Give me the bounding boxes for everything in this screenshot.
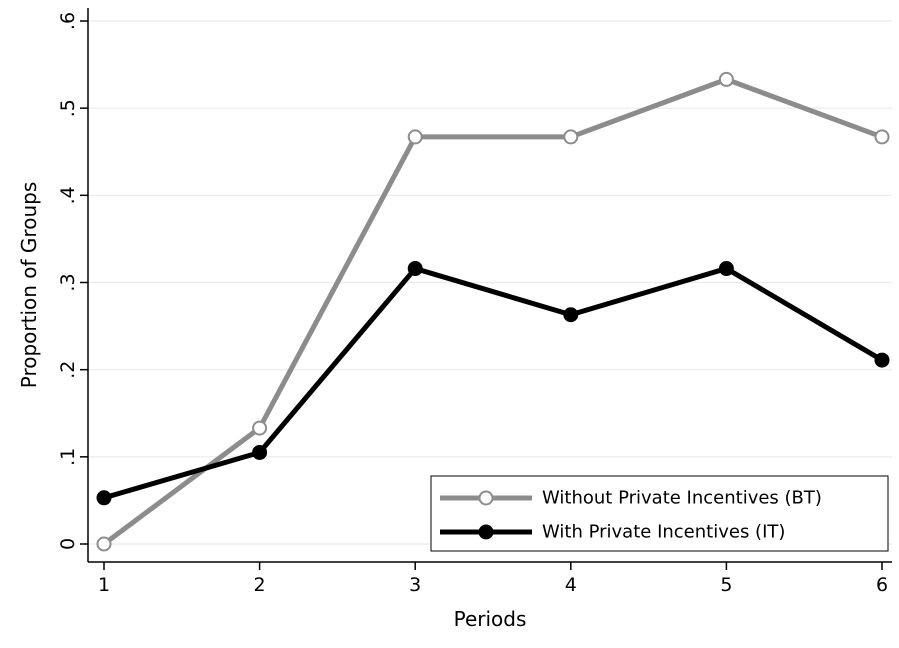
y-tick-label: .4 <box>57 186 79 204</box>
y-tick-label: .3 <box>57 273 79 291</box>
data-point <box>563 307 579 323</box>
legend-label: With Private Incentives (IT) <box>542 522 785 543</box>
y-tick-label: 0 <box>57 538 79 550</box>
y-tick-label: .5 <box>57 99 79 117</box>
data-point <box>252 420 268 436</box>
data-point <box>252 444 268 460</box>
y-tick-label: .1 <box>57 448 79 466</box>
y-tick-label: .6 <box>57 12 79 30</box>
series-1 <box>96 71 890 552</box>
series-line <box>101 266 885 501</box>
x-axis-title: Periods <box>454 607 527 631</box>
x-tick-label: 4 <box>565 574 577 596</box>
legend-box <box>430 475 889 552</box>
axes <box>87 8 892 563</box>
legend: Without Private Incentives (BT) With Priv… <box>430 475 889 552</box>
x-tick-label: 3 <box>409 574 421 596</box>
data-point <box>96 536 112 552</box>
data-point <box>563 129 579 145</box>
data-point <box>874 129 890 145</box>
data-point <box>718 71 734 87</box>
data-point <box>96 490 112 506</box>
series-2 <box>96 261 890 506</box>
series <box>96 71 890 552</box>
legend-marker <box>478 490 494 506</box>
x-tick-label: 1 <box>98 574 110 596</box>
data-point <box>407 129 423 145</box>
data-point <box>718 261 734 277</box>
legend-marker <box>478 524 494 540</box>
legend-item: With Private Incentives (IT) <box>440 522 785 543</box>
y-tick-label: .2 <box>57 361 79 379</box>
x-tick-label: 5 <box>720 574 732 596</box>
legend-item: Without Private Incentives (BT) <box>440 488 822 509</box>
y-axis-title: Proportion of Groups <box>17 182 41 389</box>
series-line <box>101 76 885 547</box>
data-point <box>874 352 890 368</box>
data-point <box>407 261 423 277</box>
x-tick-label: 2 <box>254 574 266 596</box>
tick-labels: 0 .1 .2 .3 .4 .5 .6 1 2 3 4 5 6 <box>57 12 888 596</box>
x-tick-label: 6 <box>876 574 888 596</box>
legend-label: Without Private Incentives (BT) <box>542 488 822 509</box>
